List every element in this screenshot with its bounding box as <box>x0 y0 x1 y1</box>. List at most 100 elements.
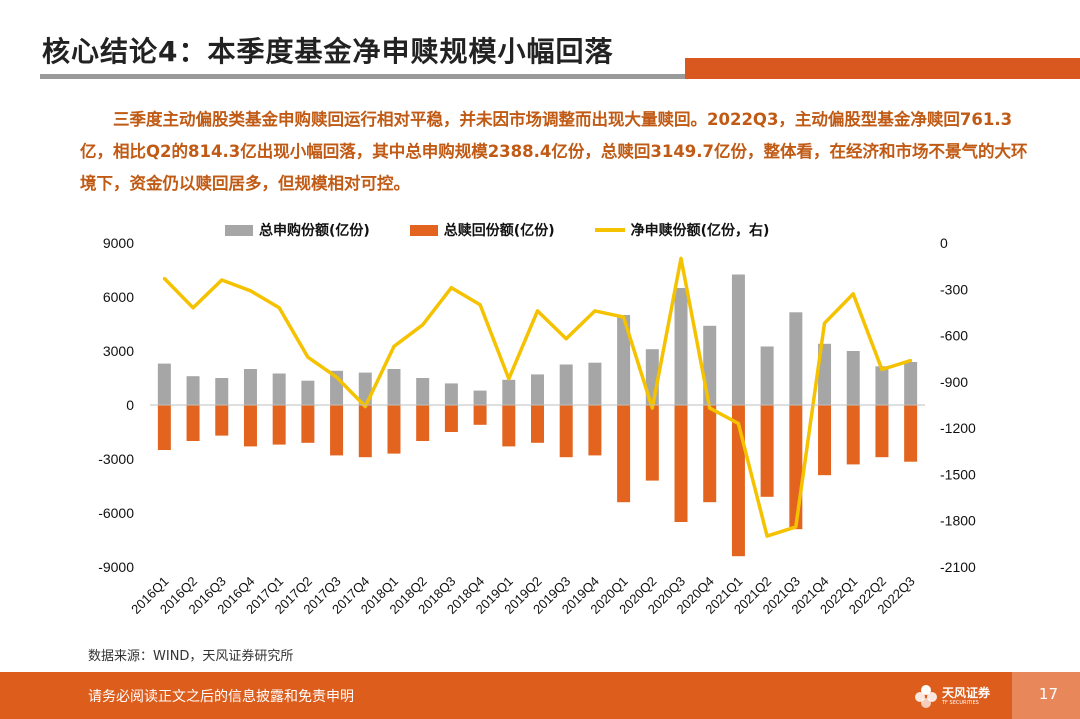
bar-redemption-2016Q2 <box>186 405 200 441</box>
net-point-2018Q2 <box>421 323 425 327</box>
net-point-2020Q1 <box>622 315 626 319</box>
bar-purchase-2019Q4 <box>588 362 602 405</box>
net-point-2018Q4 <box>478 303 482 307</box>
title-underline <box>40 74 685 79</box>
data-source-note: 数据来源：WIND，天风证券研究所 <box>88 649 294 664</box>
line-layer <box>162 256 913 538</box>
bar-redemption-2020Q4 <box>703 405 717 503</box>
right-axis-tick-label: -1800 <box>940 513 976 529</box>
bar-redemption-2021Q2 <box>760 405 774 497</box>
right-axis-tick-label: -1500 <box>940 466 976 482</box>
bar-purchase-2020Q1 <box>617 315 631 405</box>
bar-purchase-2022Q1 <box>846 351 860 405</box>
bar-redemption-2021Q3 <box>789 405 803 530</box>
footer-bar: 请务必阅读正文之后的信息披露和免责申明 天风证券 TF SECURITIES 1… <box>0 672 1080 719</box>
bar-purchase-2022Q3 <box>904 362 918 405</box>
net-point-2019Q1 <box>507 377 511 381</box>
legend-label-redemption: 总赎回份额(亿份) <box>443 223 555 239</box>
legend-swatch-purchase <box>225 224 253 236</box>
net-point-2017Q4 <box>363 405 367 409</box>
bar-purchase-2022Q2 <box>875 366 889 405</box>
page-number-box: 17 <box>1012 672 1080 719</box>
bar-purchase-2016Q3 <box>215 378 229 405</box>
bar-purchase-2021Q2 <box>760 346 774 405</box>
bar-purchase-2017Q1 <box>272 373 286 405</box>
bar-redemption-2020Q1 <box>617 405 631 503</box>
bar-redemption-2018Q2 <box>416 405 430 441</box>
bar-redemption-2020Q3 <box>674 405 688 522</box>
net-point-2017Q1 <box>277 306 281 310</box>
bar-purchase-2019Q2 <box>531 374 544 405</box>
net-point-2017Q3 <box>335 375 339 379</box>
net-point-2016Q1 <box>162 276 166 280</box>
net-point-2017Q2 <box>306 355 310 359</box>
left-axis-tick-label: -3000 <box>98 451 134 467</box>
legend-swatch-redemption <box>409 224 438 236</box>
net-point-2022Q2 <box>880 368 884 372</box>
bar-redemption-2018Q1 <box>387 405 401 454</box>
net-point-2016Q2 <box>191 306 195 310</box>
net-point-2019Q2 <box>536 309 539 313</box>
net-point-2021Q1 <box>736 422 740 426</box>
chart-legend: 总申购份额(亿份) 总赎回份额(亿份) 净申赎份额(亿份，右) <box>225 218 809 242</box>
net-point-2019Q4 <box>593 309 597 313</box>
net-point-2022Q1 <box>851 292 855 296</box>
right-axis-tick-label: 0 <box>940 235 948 251</box>
right-axis-tick-label: -900 <box>940 374 968 390</box>
bar-redemption-2022Q2 <box>875 405 889 458</box>
bar-redemption-2018Q4 <box>473 405 487 425</box>
bar-purchase-2017Q2 <box>301 380 315 405</box>
right-axis-tick-label: -2100 <box>940 559 976 575</box>
left-axis-tick-label: 9000 <box>103 235 134 251</box>
left-axis-tick-label: 6000 <box>103 289 134 305</box>
right-axis-tick-label: -300 <box>940 281 968 297</box>
bar-redemption-2019Q3 <box>559 405 573 458</box>
logo-flower-icon <box>915 685 937 708</box>
net-point-2021Q2 <box>765 534 769 538</box>
page-title: 核心结论4：本季度基金净申赎规模小幅回落 <box>42 35 614 68</box>
net-point-2021Q3 <box>794 525 798 529</box>
bar-purchase-2021Q1 <box>731 274 745 405</box>
bar-redemption-2019Q4 <box>588 405 602 456</box>
bar-redemption-2017Q1 <box>272 405 286 445</box>
left-axis-tick-label: 0 <box>126 397 134 413</box>
net-point-2019Q3 <box>564 337 568 341</box>
legend-label-purchase: 总申购份额(亿份) <box>259 223 370 239</box>
left-axis-tick-label: -9000 <box>98 559 134 575</box>
net-point-2018Q1 <box>392 344 396 348</box>
bar-purchase-2021Q4 <box>818 343 832 405</box>
net-point-2020Q4 <box>708 406 712 410</box>
bar-purchase-2016Q2 <box>186 376 200 405</box>
bar-purchase-2021Q3 <box>789 312 803 405</box>
net-point-2016Q4 <box>248 289 252 293</box>
net-point-2021Q4 <box>823 321 827 325</box>
net-point-2022Q3 <box>909 358 913 362</box>
bar-purchase-2016Q4 <box>243 369 257 405</box>
bar-redemption-2016Q3 <box>215 405 229 436</box>
bar-redemption-2016Q1 <box>157 405 171 450</box>
bar-purchase-2016Q1 <box>157 363 171 405</box>
logo-subtext: TF SECURITIES <box>942 700 979 706</box>
right-axis-tick-label: -600 <box>940 328 968 344</box>
tf-securities-logo: 天风证券 TF SECURITIES <box>912 680 992 712</box>
page-number: 17 <box>1038 685 1058 703</box>
bar-purchase-2020Q3 <box>674 288 688 405</box>
bar-redemption-2017Q2 <box>301 405 315 443</box>
bar-redemption-2016Q4 <box>243 405 257 447</box>
bar-purchase-2019Q1 <box>502 379 516 405</box>
right-axis-tick-label: -1200 <box>940 420 976 436</box>
bar-redemption-2021Q4 <box>818 405 832 476</box>
net-point-2020Q3 <box>679 256 683 260</box>
title-accent-bar <box>685 58 1080 79</box>
bar-redemption-2019Q1 <box>502 405 516 447</box>
summary-paragraph: 三季度主动偏股类基金申购赎回运行相对平稳，并未因市场调整而出现大量赎回。2022… <box>80 110 1028 193</box>
bar-redemption-2022Q3 <box>904 405 918 462</box>
legend-item-net: 净申赎份额(亿份，右) <box>594 220 770 240</box>
legend-label-net: 净申赎份额(亿份，右) <box>630 223 770 239</box>
fund-flow-chart: 9000 6000 3000 0 -3000 -6000 -9000 0 -300 -600 -90… <box>98 235 976 617</box>
net-point-2020Q2 <box>650 406 654 410</box>
bar-redemption-2017Q3 <box>330 405 344 456</box>
left-axis-tick-label: 3000 <box>103 343 134 359</box>
disclaimer-text: 请务必阅读正文之后的信息披露和免责申明 <box>88 689 354 705</box>
bar-redemption-2022Q1 <box>846 405 860 465</box>
